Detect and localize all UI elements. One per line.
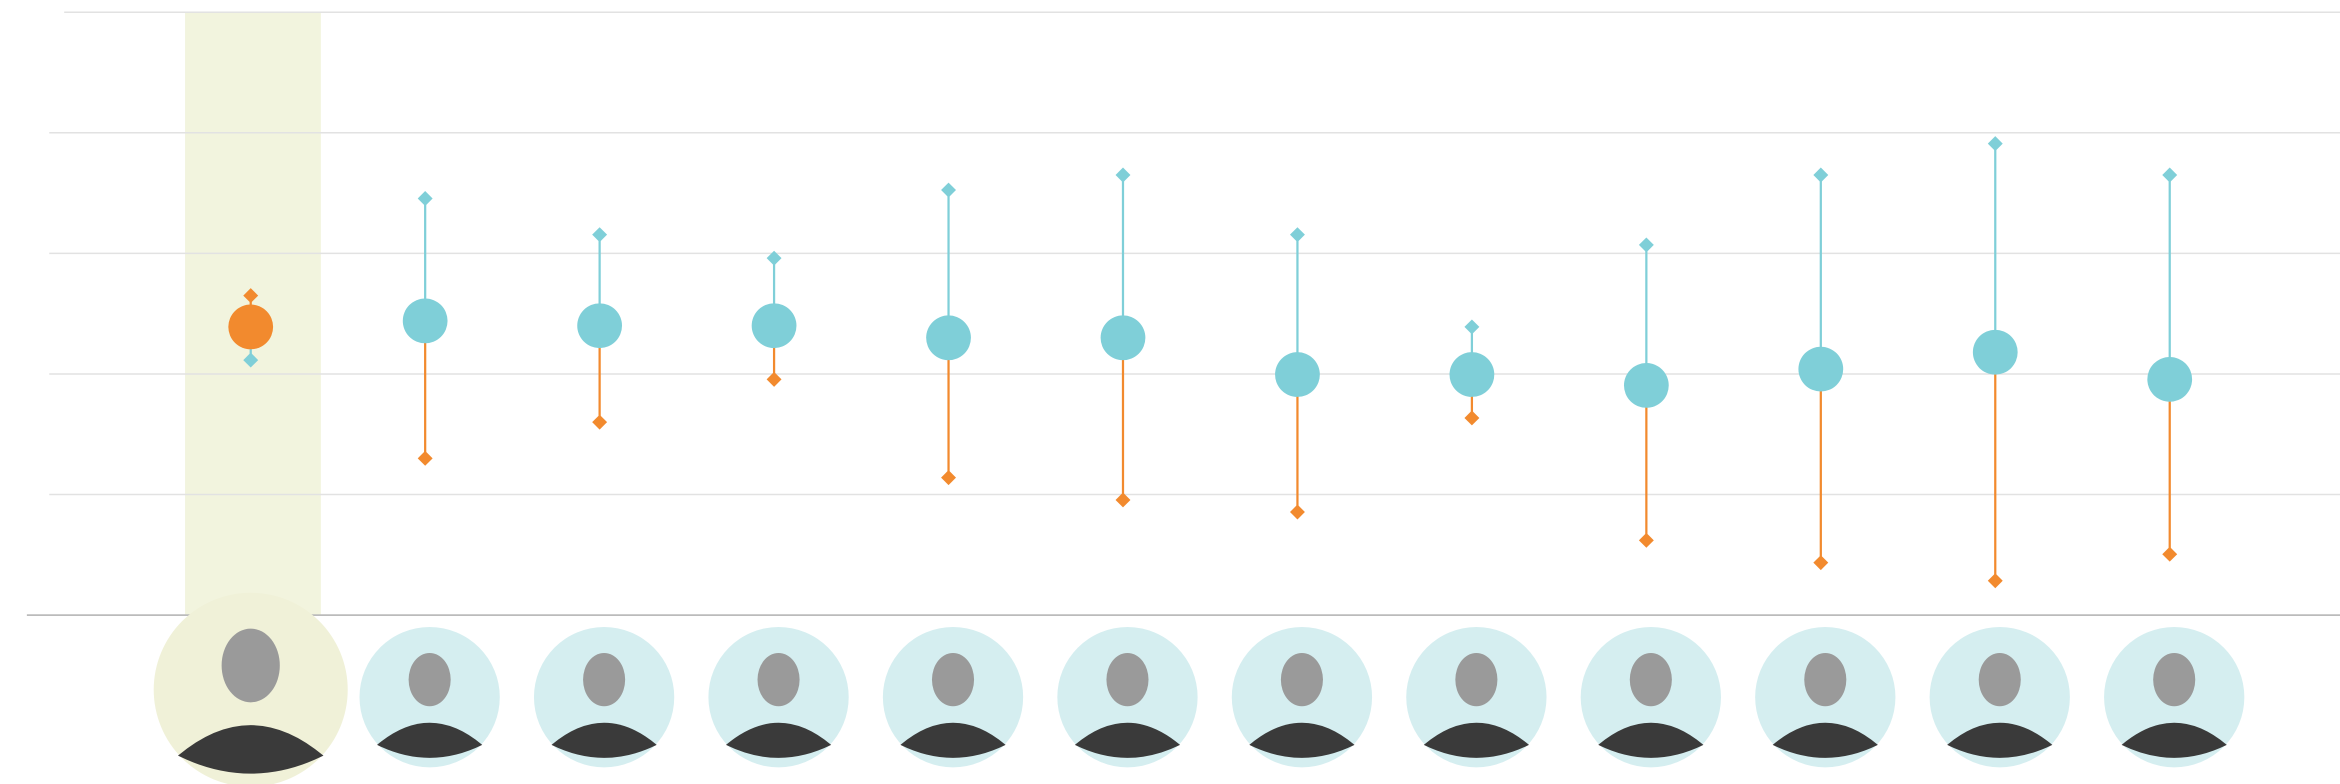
- portrait-shoulders: [1423, 722, 1529, 758]
- high-marker: [1638, 237, 1654, 253]
- portrait-shoulders: [1074, 722, 1181, 758]
- average-dot: [1623, 363, 1669, 408]
- portrait-head: [1978, 652, 2021, 707]
- high-marker: [1464, 319, 1480, 335]
- low-marker: [2162, 546, 2178, 562]
- high-marker: [1813, 167, 1829, 183]
- portrait-head: [1280, 652, 1323, 707]
- portrait-shoulders: [177, 725, 324, 774]
- portrait-head: [1629, 652, 1672, 707]
- high-marker: [592, 227, 608, 243]
- background-layer: [26, 11, 2340, 784]
- portrait-head: [1804, 652, 1847, 707]
- portrait-head: [221, 628, 280, 703]
- portrait-shoulders: [900, 722, 1006, 758]
- high-marker: [2162, 167, 2178, 183]
- average-dot: [402, 298, 448, 344]
- average-dot: [577, 303, 623, 349]
- portrait-shoulders: [1947, 722, 2053, 758]
- average-dot: [751, 303, 797, 349]
- portrait-head: [1106, 652, 1149, 707]
- portrait-shoulders: [551, 722, 657, 758]
- low-marker: [1464, 410, 1480, 426]
- portrait-head: [757, 652, 800, 707]
- average-dot: [1972, 329, 2018, 375]
- average-dot: [1275, 352, 1320, 397]
- low-marker: [1638, 532, 1654, 548]
- portrait-head: [1455, 652, 1498, 707]
- portrait-shoulders: [377, 722, 483, 758]
- high-marker: [1115, 167, 1131, 183]
- average-dot: [2147, 356, 2193, 402]
- high-marker: [1289, 227, 1305, 243]
- high-marker: [766, 250, 782, 266]
- average-dot: [926, 315, 971, 361]
- portrait-shoulders: [2121, 722, 2227, 758]
- high-marker: [941, 182, 956, 198]
- portrait-shoulders: [1772, 722, 1878, 758]
- portrait-shoulders: [1598, 722, 1704, 758]
- low-marker: [417, 450, 433, 466]
- portrait-head: [583, 652, 626, 707]
- average-dot: [1449, 352, 1495, 397]
- high-marker: [417, 191, 433, 206]
- low-marker: [243, 352, 259, 368]
- portrait-head: [2153, 652, 2196, 707]
- low-marker: [941, 470, 956, 486]
- portrait-head: [408, 652, 451, 707]
- high-marker: [243, 288, 259, 304]
- marks-layer: [228, 136, 2193, 589]
- low-marker: [766, 371, 782, 387]
- portrait-head: [931, 652, 975, 707]
- average-dot: [1100, 315, 1146, 361]
- low-marker: [1813, 555, 1829, 571]
- average-dot: [1798, 346, 1844, 392]
- portrait-shoulders: [725, 722, 832, 758]
- portrait-shoulders: [1249, 722, 1355, 758]
- low-marker: [1289, 504, 1305, 520]
- low-marker: [1987, 573, 2003, 589]
- low-marker: [592, 414, 608, 430]
- average-dot: [228, 304, 274, 350]
- high-marker: [1987, 136, 2003, 152]
